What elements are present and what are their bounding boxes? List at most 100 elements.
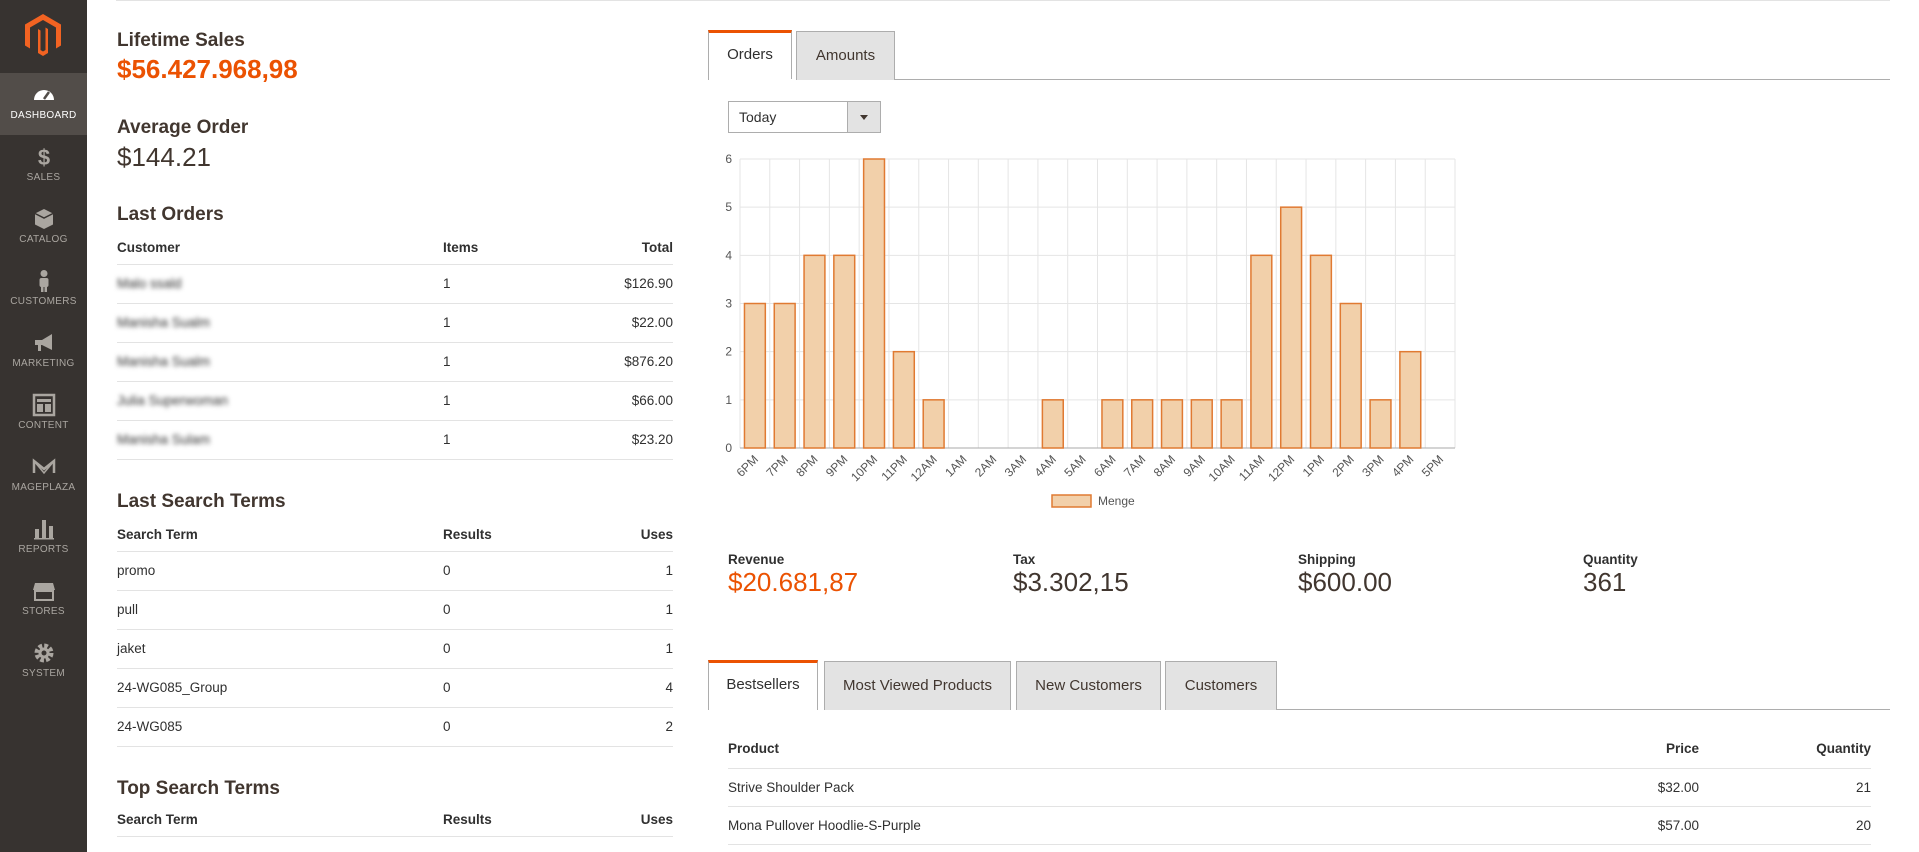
table-row[interactable]: promo 0 1 — [117, 551, 673, 591]
bar — [1101, 399, 1124, 449]
product-cell: Strive Shoulder Pack — [728, 768, 1549, 807]
col-search-term: Search Term — [117, 804, 443, 837]
nav-label: MARKETING — [12, 358, 75, 369]
quantity-cell: 21 — [1699, 768, 1871, 807]
col-quantity: Quantity — [1699, 730, 1871, 769]
x-tick-label: 6AM — [1091, 452, 1118, 479]
col-search-term: Search Term — [117, 519, 443, 552]
y-tick-label: 5 — [725, 200, 732, 214]
items-cell: 1 — [443, 420, 553, 460]
tab-orders[interactable]: Orders — [708, 30, 792, 79]
person-icon — [39, 270, 48, 292]
x-tick-label: 5PM — [1419, 452, 1446, 479]
x-tick-label: 5AM — [1061, 452, 1088, 479]
col-items: Items — [443, 232, 553, 265]
table-row[interactable]: Mona Pullover Hoodlie-S-Purple $57.00 20 — [728, 806, 1871, 845]
term-cell: 24-WG085_Group — [117, 668, 443, 708]
dashboard-icon — [33, 90, 54, 100]
total-cell: $22.00 — [553, 303, 673, 343]
y-tick-label: 0 — [725, 441, 732, 455]
tax-value: $3.302,15 — [1013, 567, 1129, 597]
bar — [1190, 399, 1213, 449]
table-row[interactable]: Malo ssald 1 $126.90 — [117, 264, 673, 304]
col-results: Results — [443, 804, 553, 837]
x-tick-label: 6PM — [734, 452, 761, 479]
tab-amounts[interactable]: Amounts — [796, 31, 895, 80]
shipping-value: $600.00 — [1298, 567, 1392, 597]
nav-catalog[interactable]: CATALOG — [0, 197, 87, 259]
bar — [922, 399, 945, 449]
nav-system[interactable]: SYSTEM — [0, 631, 87, 693]
megaphone-icon — [34, 334, 52, 351]
nav-stores[interactable]: STORES — [0, 569, 87, 631]
last-orders-table: Customer Items Total Malo ssald 1 $126.90 … — [117, 232, 673, 460]
y-tick-label: 1 — [725, 393, 732, 407]
last-search-terms-title: Last Search Terms — [117, 491, 286, 512]
tab-new-customers[interactable]: New Customers — [1016, 661, 1161, 710]
x-tick-label: 12AM — [908, 452, 940, 484]
admin-sidebar: DASHBOARD $ SALES CATALOG CUSTOMERS MARK… — [0, 0, 87, 852]
table-row[interactable]: Manisha Sulam 1 $23.20 — [117, 420, 673, 460]
tax-label: Tax — [1013, 552, 1036, 567]
bar — [1279, 206, 1303, 449]
nav-sales[interactable]: $ SALES — [0, 135, 87, 197]
table-row[interactable]: 24-WG085 0 2 — [117, 707, 673, 747]
svg-text:$: $ — [37, 145, 49, 169]
uses-cell: 1 — [553, 629, 673, 669]
x-tick-label: 9PM — [823, 452, 850, 479]
nav-customers[interactable]: CUSTOMERS — [0, 259, 87, 321]
x-tick-label: 11AM — [1236, 452, 1267, 483]
table-row[interactable]: Strive Shoulder Pack $32.00 21 — [728, 768, 1871, 807]
table-row[interactable]: Manisha Sualm 1 $876.20 — [117, 342, 673, 382]
col-uses: Uses — [553, 519, 673, 552]
nav-mageplaza[interactable]: MAGEPLAZA — [0, 445, 87, 507]
bar — [743, 302, 767, 449]
items-cell: 1 — [443, 264, 553, 304]
tab-customers[interactable]: Customers — [1165, 661, 1277, 710]
x-tick-label: 10AM — [1206, 452, 1238, 484]
bar — [1369, 399, 1392, 449]
top-search-terms-title: Top Search Terms — [117, 778, 280, 799]
nav-label: REPORTS — [18, 544, 69, 555]
nav-dashboard[interactable]: DASHBOARD — [0, 73, 87, 135]
y-tick-label: 4 — [725, 248, 732, 262]
mageplaza-icon — [32, 458, 55, 475]
items-cell: 1 — [443, 342, 553, 382]
product-cell: Mona Pullover Hoodlie-S-Purple — [728, 806, 1549, 845]
x-tick-label: 2PM — [1329, 452, 1356, 479]
table-row[interactable]: pull 0 1 — [117, 590, 673, 630]
table-row[interactable]: Manisha Sualm 1 $22.00 — [117, 303, 673, 343]
customer-cell: Manisha Sualm — [117, 342, 443, 382]
store-icon — [32, 583, 55, 601]
table-row[interactable]: Julia Superwoman 1 $66.00 — [117, 381, 673, 421]
bar-chart-icon — [33, 520, 54, 540]
customer-cell: Julia Superwoman — [117, 381, 443, 421]
bestsellers-table: Product Price Quantity Strive Shoulder P… — [728, 730, 1871, 845]
top-divider — [116, 0, 1890, 1]
nav-reports[interactable]: REPORTS — [0, 507, 87, 569]
term-cell: 24-WG085 — [117, 707, 443, 747]
results-cell: 0 — [443, 707, 553, 747]
last-search-terms-table: Search Term Results Uses promo 0 1 pull 0 1 … — [117, 519, 673, 747]
x-tick-label: 8PM — [793, 452, 820, 479]
table-row[interactable]: jaket 0 1 — [117, 629, 673, 669]
x-tick-label: 3AM — [1002, 452, 1029, 479]
magento-logo-icon[interactable] — [25, 14, 61, 56]
quantity-label: Quantity — [1583, 552, 1638, 567]
bar — [1399, 350, 1422, 449]
bar — [1220, 399, 1243, 449]
x-tick-label: 7AM — [1121, 452, 1148, 479]
top-search-terms-table: Search Term Results Uses — [117, 804, 673, 837]
x-tick-label: 3PM — [1359, 452, 1386, 479]
total-cell: $66.00 — [553, 381, 673, 421]
table-row[interactable]: 24-WG085_Group 0 4 — [117, 668, 673, 708]
tab-most-viewed-products[interactable]: Most Viewed Products — [824, 661, 1011, 710]
nav-marketing[interactable]: MARKETING — [0, 321, 87, 383]
chevron-down-icon[interactable] — [847, 102, 880, 132]
tab-bestsellers[interactable]: Bestsellers — [708, 660, 818, 710]
uses-cell: 2 — [553, 707, 673, 747]
nav-content[interactable]: CONTENT — [0, 383, 87, 445]
customer-cell: Malo ssald — [117, 264, 443, 304]
period-select[interactable]: Today — [728, 101, 881, 133]
